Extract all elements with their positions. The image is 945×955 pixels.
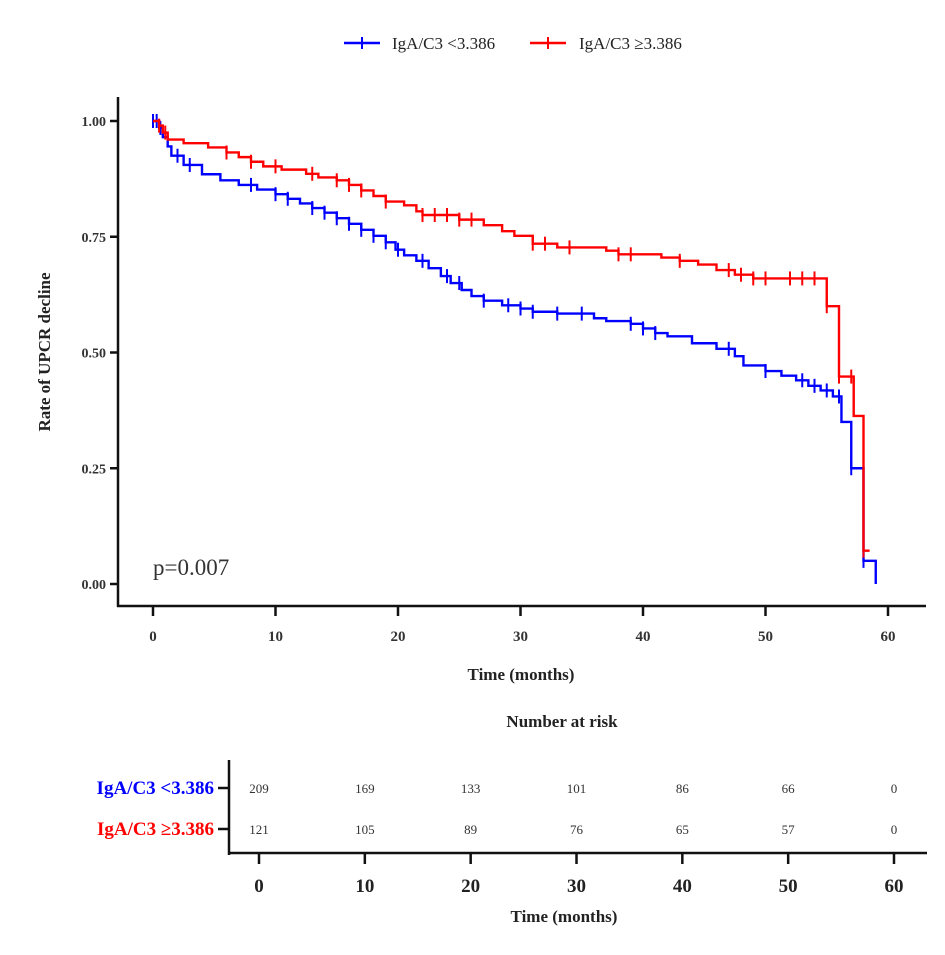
risk-x-tick-label: 60 [885,876,904,897]
risk-x-tick-label: 30 [567,876,586,897]
risk-row-label: IgA/C3 <3.386 [97,778,214,799]
risk-value: 89 [464,822,477,837]
risk-row-label: IgA/C3 ≥3.386 [97,819,214,840]
risk-value: 57 [782,822,796,837]
risk-table-title: Number at risk [506,712,618,731]
legend-item-low: IgA/C3 <3.386 [344,34,495,53]
x-tick-label: 20 [391,629,406,645]
series-high [153,118,870,558]
km-curve [153,119,870,552]
x-axis-title: Time (months) [468,665,575,684]
risk-value: 101 [567,781,587,796]
risk-value: 0 [891,822,898,837]
risk-value: 169 [355,781,375,796]
y-tick-label: 0.75 [82,231,107,246]
risk-value: 133 [461,781,481,796]
risk-x-tick-label: 50 [779,876,798,897]
y-tick-label: 0.00 [82,578,107,593]
legend: IgA/C3 <3.386 IgA/C3 ≥3.386 [344,34,682,53]
y-axis: 0.00 0.25 0.50 0.75 1.00 [82,97,120,607]
risk-value: 105 [355,822,375,837]
risk-value: 0 [891,781,898,796]
risk-x-tick-label: 0 [254,876,264,897]
legend-label-high: IgA/C3 ≥3.386 [579,34,682,53]
legend-label-low: IgA/C3 <3.386 [392,34,495,53]
y-tick-label: 1.00 [82,115,107,130]
risk-value: 86 [676,781,690,796]
x-axis: 0 10 20 30 40 50 60 [117,604,926,645]
y-tick-label: 0.25 [82,462,107,477]
risk-value: 209 [249,781,269,796]
risk-value: 76 [570,822,584,837]
p-value-annotation: p=0.007 [153,555,229,580]
series-low [152,114,877,584]
x-tick-label: 40 [636,629,651,645]
risk-value: 65 [676,822,689,837]
x-tick-label: 30 [513,629,528,645]
risk-value: 121 [249,822,269,837]
x-tick-label: 60 [881,629,896,645]
survival-curves [152,114,877,584]
risk-x-tick-label: 20 [461,876,480,897]
risk-table-x-title: Time (months) [511,907,618,926]
y-tick-label: 0.50 [82,347,107,362]
x-tick-label: 10 [268,629,283,645]
y-axis-title: Rate of UPCR decline [35,272,54,432]
risk-value: 66 [782,781,796,796]
legend-item-high: IgA/C3 ≥3.386 [530,34,682,53]
x-tick-label: 0 [149,629,157,645]
x-tick-label: 50 [758,629,773,645]
km-curve [153,119,877,584]
risk-table: Number at risk IgA/C3 <3.386 209 169 133 101… [97,712,927,926]
risk-x-tick-label: 10 [355,876,374,897]
risk-x-tick-label: 40 [673,876,692,897]
